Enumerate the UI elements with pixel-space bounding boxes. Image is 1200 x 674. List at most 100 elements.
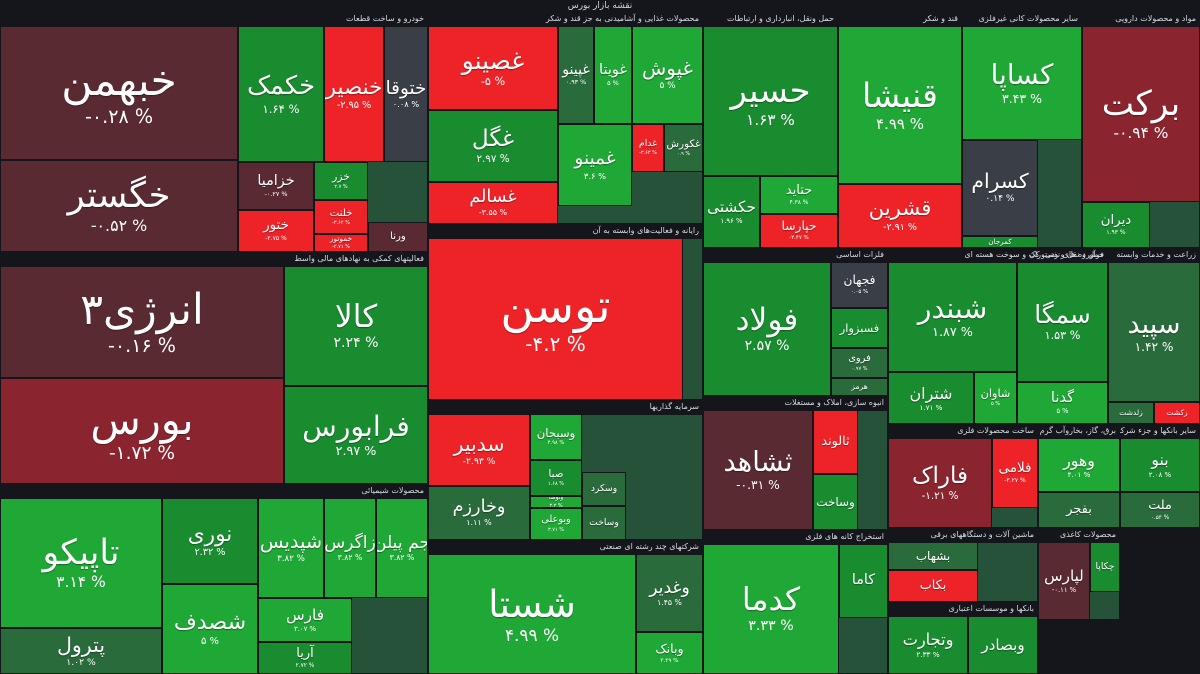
stock-tile[interactable]: تاپیکو ۳.۱۴ % xyxy=(0,498,162,628)
stock-tile[interactable]: غصینو -۵ % xyxy=(428,26,558,110)
stock-change: ۲.۷ % xyxy=(334,184,348,191)
stock-tile[interactable]: خنصیر -۲.۹۵ % xyxy=(324,26,384,162)
stock-tile[interactable]: شپدیس ۳.۸۲ % xyxy=(258,498,324,598)
stock-tile[interactable]: قشرین -۲.۹۱ % xyxy=(838,184,962,248)
stock-tile[interactable]: حسیر ۱.۶۳ % xyxy=(703,26,838,176)
stock-tile[interactable]: هرمز xyxy=(831,378,888,396)
stock-tile[interactable]: غمینو ۳.۶ % xyxy=(558,124,632,206)
stock-tile[interactable]: خلنت -۳.۶۲ % xyxy=(314,200,368,234)
stock-symbol: غویتا xyxy=(599,61,627,78)
stock-tile[interactable]: غدام -۳.۶۳ % xyxy=(632,124,664,172)
stock-symbol: زکشت xyxy=(1166,407,1188,417)
sector-title: سایر بانکها و جزء شرکتهای زیر پوشش و حسا… xyxy=(1120,426,1196,435)
sector-title: فعالیتهای کمکی به نهادهای مالی واسط xyxy=(294,254,424,263)
stock-tile[interactable]: سدبیر -۲.۹۳ % xyxy=(428,414,530,486)
stock-tile[interactable]: حتاید ۴.۳۸ % xyxy=(760,176,838,214)
stock-tile[interactable]: برکت -۰.۹۴ % xyxy=(1082,26,1200,202)
stock-tile[interactable]: قنیشا ۴.۹۹ % xyxy=(838,26,962,184)
stock-tile[interactable]: بفجر xyxy=(1038,492,1120,528)
stock-change: ۵ % xyxy=(607,79,619,88)
stock-tile[interactable]: وسکرد xyxy=(582,472,626,506)
stock-tile[interactable]: دیران ۱.۹۳ % xyxy=(1082,202,1150,248)
stock-tile[interactable]: کساپا ۳.۴۳ % xyxy=(962,26,1082,140)
stock-tile[interactable]: خگستر -۰.۵۲ % xyxy=(0,160,238,252)
stock-tile[interactable]: خبهمن -۰.۲۸ % xyxy=(0,26,238,160)
stock-tile[interactable]: سپید ۱.۴۲ % xyxy=(1108,262,1200,402)
stock-tile[interactable]: کدما ۳.۳۳ % xyxy=(703,544,839,674)
stock-tile[interactable]: بکاب xyxy=(888,570,978,602)
stock-tile[interactable]: آریا ۲.۷۲ % xyxy=(258,642,352,674)
stock-tile[interactable]: کمرجان xyxy=(962,236,1038,248)
stock-tile[interactable]: ملت ۰.۵۴ % xyxy=(1120,492,1200,528)
stock-tile[interactable]: انرژی۳ -۰.۱۶ % xyxy=(0,266,284,378)
stock-tile[interactable]: زکشت xyxy=(1154,402,1200,424)
stock-tile[interactable]: شتران ۱.۷۱ % xyxy=(888,372,974,424)
stock-tile[interactable]: غپوش ۵ % xyxy=(632,26,703,124)
stock-tile[interactable]: کالا ۲.۲۴ % xyxy=(284,266,428,386)
stock-tile[interactable]: وغدیر ۱.۴۵ % xyxy=(636,554,703,632)
stock-tile[interactable]: غپینو ۰.۹۳ % xyxy=(558,26,594,124)
stock-tile[interactable]: زاگرس ۳.۸۲ % xyxy=(324,498,376,598)
stock-tile[interactable]: زلدشت xyxy=(1108,402,1154,424)
stock-tile[interactable]: فولاد ۲.۵۷ % xyxy=(703,262,831,396)
stock-tile[interactable]: غکورش ۰.۹ % xyxy=(664,124,703,172)
stock-tile[interactable]: وبوعلی ۳.۷۱ % xyxy=(530,508,582,540)
stock-change: ۲.۹۷ % xyxy=(476,152,510,165)
stock-tile[interactable]: وهور ۴.۰۱ % xyxy=(1038,438,1120,492)
stock-change: ۲.۹۷ % xyxy=(335,443,377,459)
stock-symbol: فرابورس xyxy=(302,409,410,443)
stock-tile[interactable]: ثالوند xyxy=(813,410,858,474)
stock-tile[interactable]: وساخت xyxy=(813,474,858,530)
stock-tile[interactable]: ورنا xyxy=(368,222,428,252)
stock-tile[interactable]: گدنا ۵ % xyxy=(1017,382,1108,424)
stock-tile[interactable]: فارس ۳.۰۷ % xyxy=(258,598,352,642)
stock-tile[interactable]: بنو ۲.۰۸ % xyxy=(1120,438,1200,492)
stock-tile[interactable]: فجهان ۰.۰۵ % xyxy=(831,262,888,308)
stock-tile[interactable]: لپارس -۰.۱۱ % xyxy=(1038,542,1090,620)
stock-tile[interactable]: فرابورس ۲.۹۷ % xyxy=(284,386,428,484)
stock-tile[interactable]: حپارسا -۲.۴۷ % xyxy=(760,214,838,248)
stock-tile[interactable]: وبانک ۳.۳۹ % xyxy=(636,632,703,674)
stock-tile[interactable]: وسبحان ۴.۹۸ % xyxy=(530,414,582,460)
stock-tile[interactable]: شصدف ۵ % xyxy=(162,584,258,674)
stock-tile[interactable]: جم پیلن ۳.۸۲ % xyxy=(376,498,428,598)
stock-tile[interactable]: شبندر ۱.۸۷ % xyxy=(888,262,1017,372)
stock-tile[interactable]: وتجارت ۲.۳۳ % xyxy=(888,616,968,674)
stock-change: ۳.۴۳ % xyxy=(1001,91,1043,107)
stock-tile[interactable]: فلامی -۳.۲۷ % xyxy=(992,438,1038,508)
stock-tile[interactable]: خزر ۲.۷ % xyxy=(314,162,368,200)
stock-tile[interactable]: توسن -۴.۲ % xyxy=(428,238,683,400)
stock-tile[interactable]: ثشاهد -۰.۳۱ % xyxy=(703,410,813,530)
stock-tile[interactable]: غسالم -۳.۵۵ % xyxy=(428,182,558,224)
stock-tile[interactable]: وبصادر xyxy=(968,616,1038,674)
stock-tile[interactable]: بشهاب xyxy=(888,542,978,570)
stock-symbol: خلنت xyxy=(329,207,353,219)
stock-tile[interactable]: وخارزم ۱.۱۱ % xyxy=(428,486,530,540)
stock-tile[interactable]: فسبزوار xyxy=(831,308,888,348)
stock-tile[interactable]: چکاپا xyxy=(1090,542,1120,592)
stock-change: ۱.۴۵ % xyxy=(657,598,682,608)
stock-tile[interactable]: فروی ۰.۹۷ % xyxy=(831,348,888,378)
stock-tile[interactable]: غگل ۲.۹۷ % xyxy=(428,110,558,182)
stock-tile[interactable]: شاوان ۵ % xyxy=(974,372,1017,424)
stock-tile[interactable]: فاراک -۱.۲۱ % xyxy=(888,438,992,528)
stock-tile[interactable]: بورس -۱.۷۲ % xyxy=(0,378,284,484)
stock-tile[interactable]: شستا ۴.۹۹ % xyxy=(428,554,636,674)
stock-change: -۳.۲۷ % xyxy=(1004,477,1026,485)
stock-tile[interactable]: پترول ۱.۰۲ % xyxy=(0,628,162,674)
stock-tile[interactable]: وساخت xyxy=(582,506,626,540)
sector-title: رایانه و فعالیت‌های وابسته به آن xyxy=(592,226,699,235)
stock-tile[interactable]: کاما xyxy=(839,544,888,618)
stock-tile[interactable]: کسرام ۰.۱۴ % xyxy=(962,140,1038,236)
stock-tile[interactable]: خموتور -۲.۷۱ % xyxy=(314,234,368,252)
stock-tile[interactable]: ختوقا ۰.۰۸ % xyxy=(384,26,428,162)
stock-tile[interactable]: سمگا ۱.۵۳ % xyxy=(1017,262,1108,382)
stock-tile[interactable]: حکشتی ۱.۹۶ % xyxy=(703,176,760,248)
stock-tile[interactable]: غویتا ۵ % xyxy=(594,26,632,124)
stock-tile[interactable]: ختور -۲.۷۵ % xyxy=(238,210,314,252)
stock-tile[interactable]: خکمک ۱.۶۴ % xyxy=(238,26,324,162)
stock-tile[interactable]: خزامیا -۰.۲۷ % xyxy=(238,162,314,210)
stock-tile[interactable]: نوری ۲.۳۲ % xyxy=(162,498,258,584)
stock-tile[interactable]: وتوصا ۳.۲ % xyxy=(530,496,582,508)
stock-tile[interactable]: صبا ۱.۶۸ % xyxy=(530,460,582,496)
